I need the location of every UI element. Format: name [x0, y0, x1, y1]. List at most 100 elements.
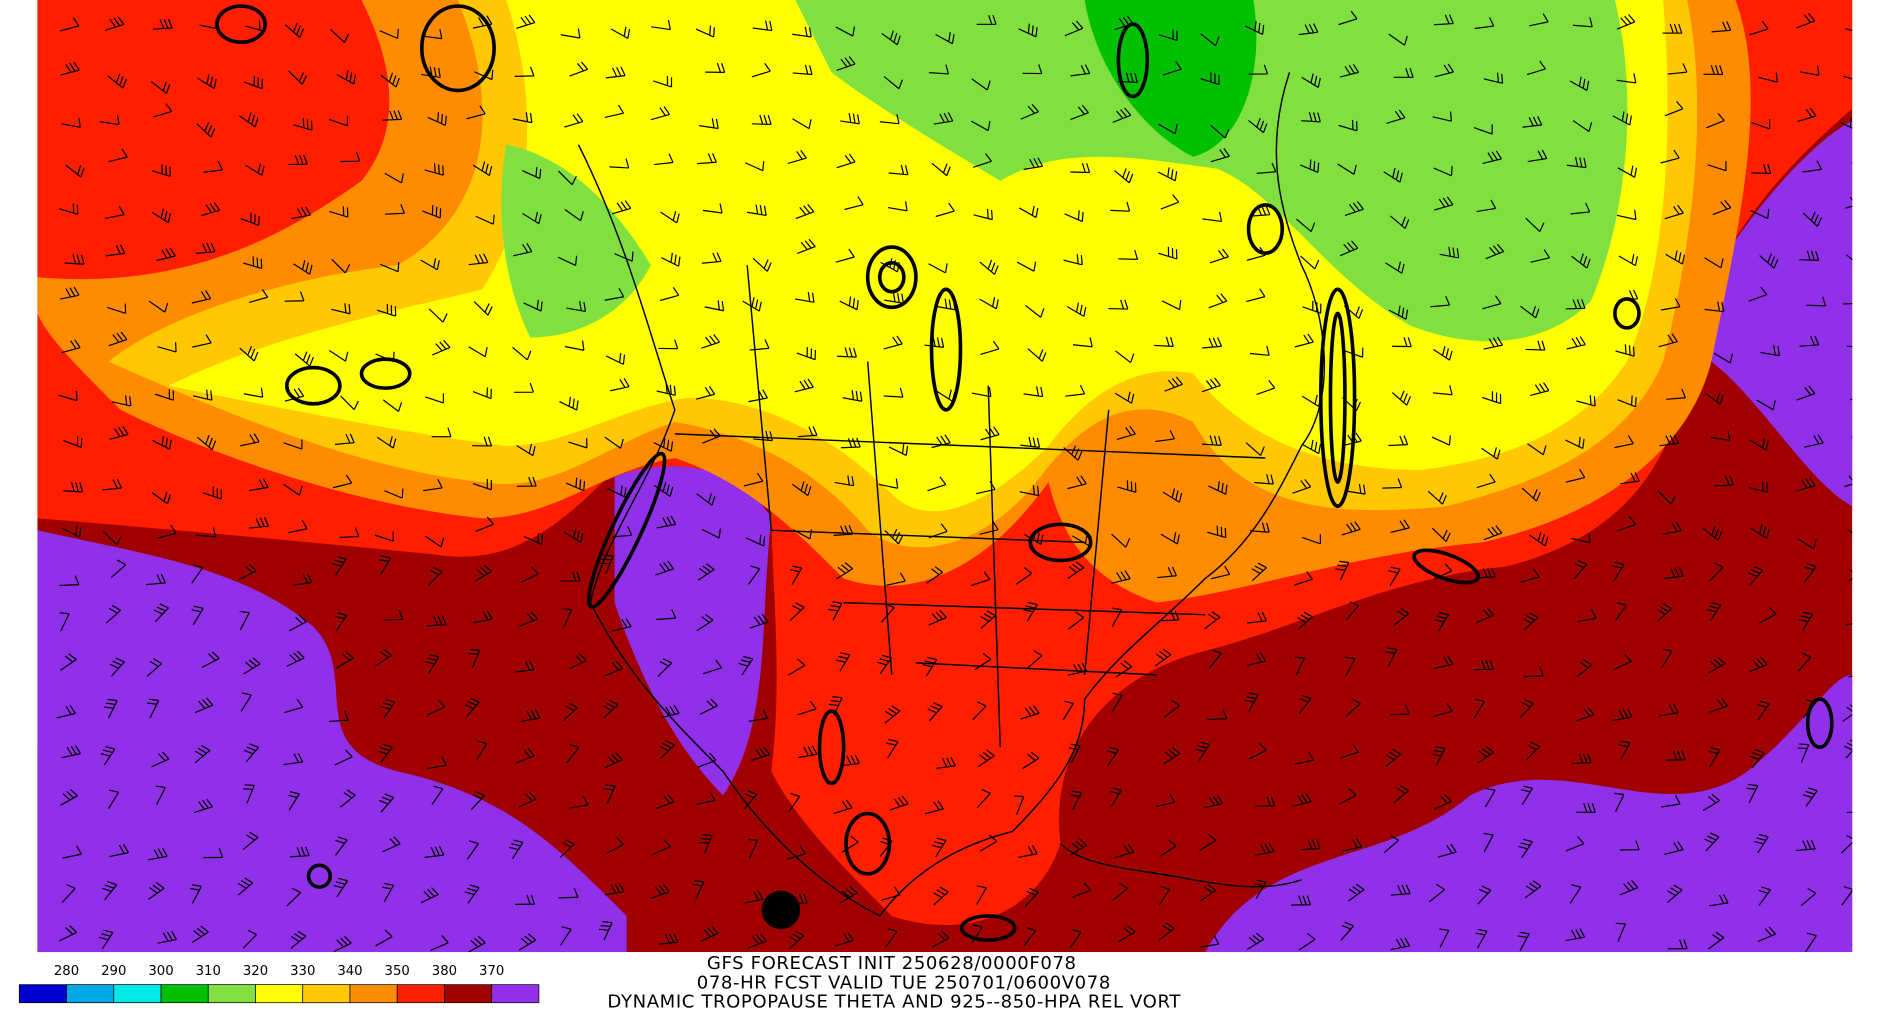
wind-barb: [1338, 119, 1358, 132]
wind-barb: [377, 743, 393, 764]
wind-barb: [512, 112, 533, 124]
wind-barb: [792, 529, 813, 540]
wind-barb: [1484, 787, 1496, 808]
wind-barb: [1477, 746, 1495, 764]
wind-barb: [748, 709, 769, 722]
wind-barb: [99, 114, 120, 126]
wind-barb: [56, 704, 76, 719]
wind-barb: [334, 612, 348, 632]
wind-barb: [748, 933, 768, 949]
wind-barb: [1069, 928, 1082, 949]
wind-barb: [1301, 73, 1321, 88]
wind-barb: [474, 564, 492, 582]
wind-barb: [286, 887, 302, 907]
wind-barb: [1115, 843, 1135, 859]
wind-barb: [1851, 944, 1853, 946]
wind-barb: [1433, 346, 1453, 361]
wind-barb: [157, 342, 177, 353]
wind-barb: [1393, 607, 1410, 627]
wind-barb: [1341, 521, 1361, 536]
wind-barb: [468, 935, 486, 953]
wind-barb: [245, 163, 265, 176]
wind-barb: [566, 743, 580, 764]
wind-barb: [888, 443, 909, 457]
wind-barb: [976, 480, 996, 495]
colorbar-swatch: [444, 984, 493, 1004]
wind-barb: [609, 158, 630, 169]
wind-barb: [1707, 161, 1727, 172]
wind-barb: [653, 153, 674, 166]
wind-barb: [1749, 748, 1765, 769]
wind-barb: [1210, 565, 1231, 580]
wind-barb: [431, 785, 444, 806]
wind-barb: [1658, 333, 1678, 348]
wind-barb: [1339, 63, 1360, 78]
wind-barb: [1660, 795, 1681, 808]
wind-barb: [935, 32, 955, 45]
wind-barb: [1483, 336, 1503, 350]
wind-barb: [1517, 931, 1530, 952]
wind-barb: [749, 339, 770, 351]
wind-barb: [1569, 76, 1590, 91]
wind-barb: [59, 203, 79, 215]
wind-barb: [660, 211, 680, 224]
wind-barb: [612, 200, 632, 215]
wind-barb: [560, 571, 581, 582]
wind-barb: [1433, 703, 1453, 717]
wind-barb: [153, 103, 173, 118]
wind-barb: [1114, 391, 1135, 404]
wind-barb: [558, 170, 577, 186]
wind-barb: [239, 346, 259, 362]
wind-barb: [701, 528, 722, 539]
wind-barb: [1748, 481, 1768, 493]
wind-barb: [1023, 926, 1037, 947]
wind-barb: [650, 106, 670, 121]
wind-barb: [787, 149, 807, 165]
wind-barb: [62, 525, 82, 538]
wind-barb: [284, 698, 304, 714]
wind-barb: [1111, 692, 1123, 713]
wind-barb: [753, 430, 773, 442]
wind-barb: [1383, 834, 1400, 854]
wind-barb: [1527, 149, 1548, 163]
wind-barb: [1842, 75, 1853, 80]
wind-barb: [1116, 425, 1136, 441]
wind-barb: [515, 748, 535, 764]
wind-barb: [569, 61, 589, 77]
wind-barb: [1665, 750, 1686, 761]
wind-barb: [105, 244, 126, 257]
wind-barb: [1070, 64, 1091, 77]
wind-barb: [336, 651, 354, 669]
wind-barb: [1571, 533, 1591, 544]
wind-barb: [148, 882, 165, 900]
wind-barb: [376, 436, 397, 449]
wind-barb: [1388, 566, 1401, 587]
wind-barb: [1433, 166, 1453, 177]
wind-barb: [1612, 111, 1632, 126]
wind-barb: [514, 382, 534, 393]
wind-barb: [1576, 802, 1596, 813]
wind-barb: [1158, 123, 1178, 135]
wind-barb: [515, 894, 536, 905]
wind-barb: [1519, 699, 1534, 718]
wind-barb: [1345, 698, 1361, 717]
wind-barb: [1842, 704, 1853, 723]
wind-barb: [155, 785, 166, 805]
wind-barb: [151, 164, 171, 177]
wind-barb: [1154, 336, 1174, 348]
wind-barb: [284, 387, 305, 402]
wind-barb: [340, 151, 361, 163]
wind-barb: [240, 692, 252, 712]
wind-barb: [1750, 208, 1770, 219]
wind-barb: [243, 387, 264, 398]
wind-barb: [148, 300, 169, 313]
wind-barb: [150, 81, 171, 94]
wind-barb: [1566, 336, 1586, 350]
wind-barb: [157, 930, 177, 944]
contour-filled: [761, 890, 801, 930]
wind-barb: [1618, 289, 1639, 302]
wind-barb: [1708, 894, 1729, 907]
wind-barb: [1620, 472, 1640, 485]
wind-barb: [1388, 305, 1409, 320]
